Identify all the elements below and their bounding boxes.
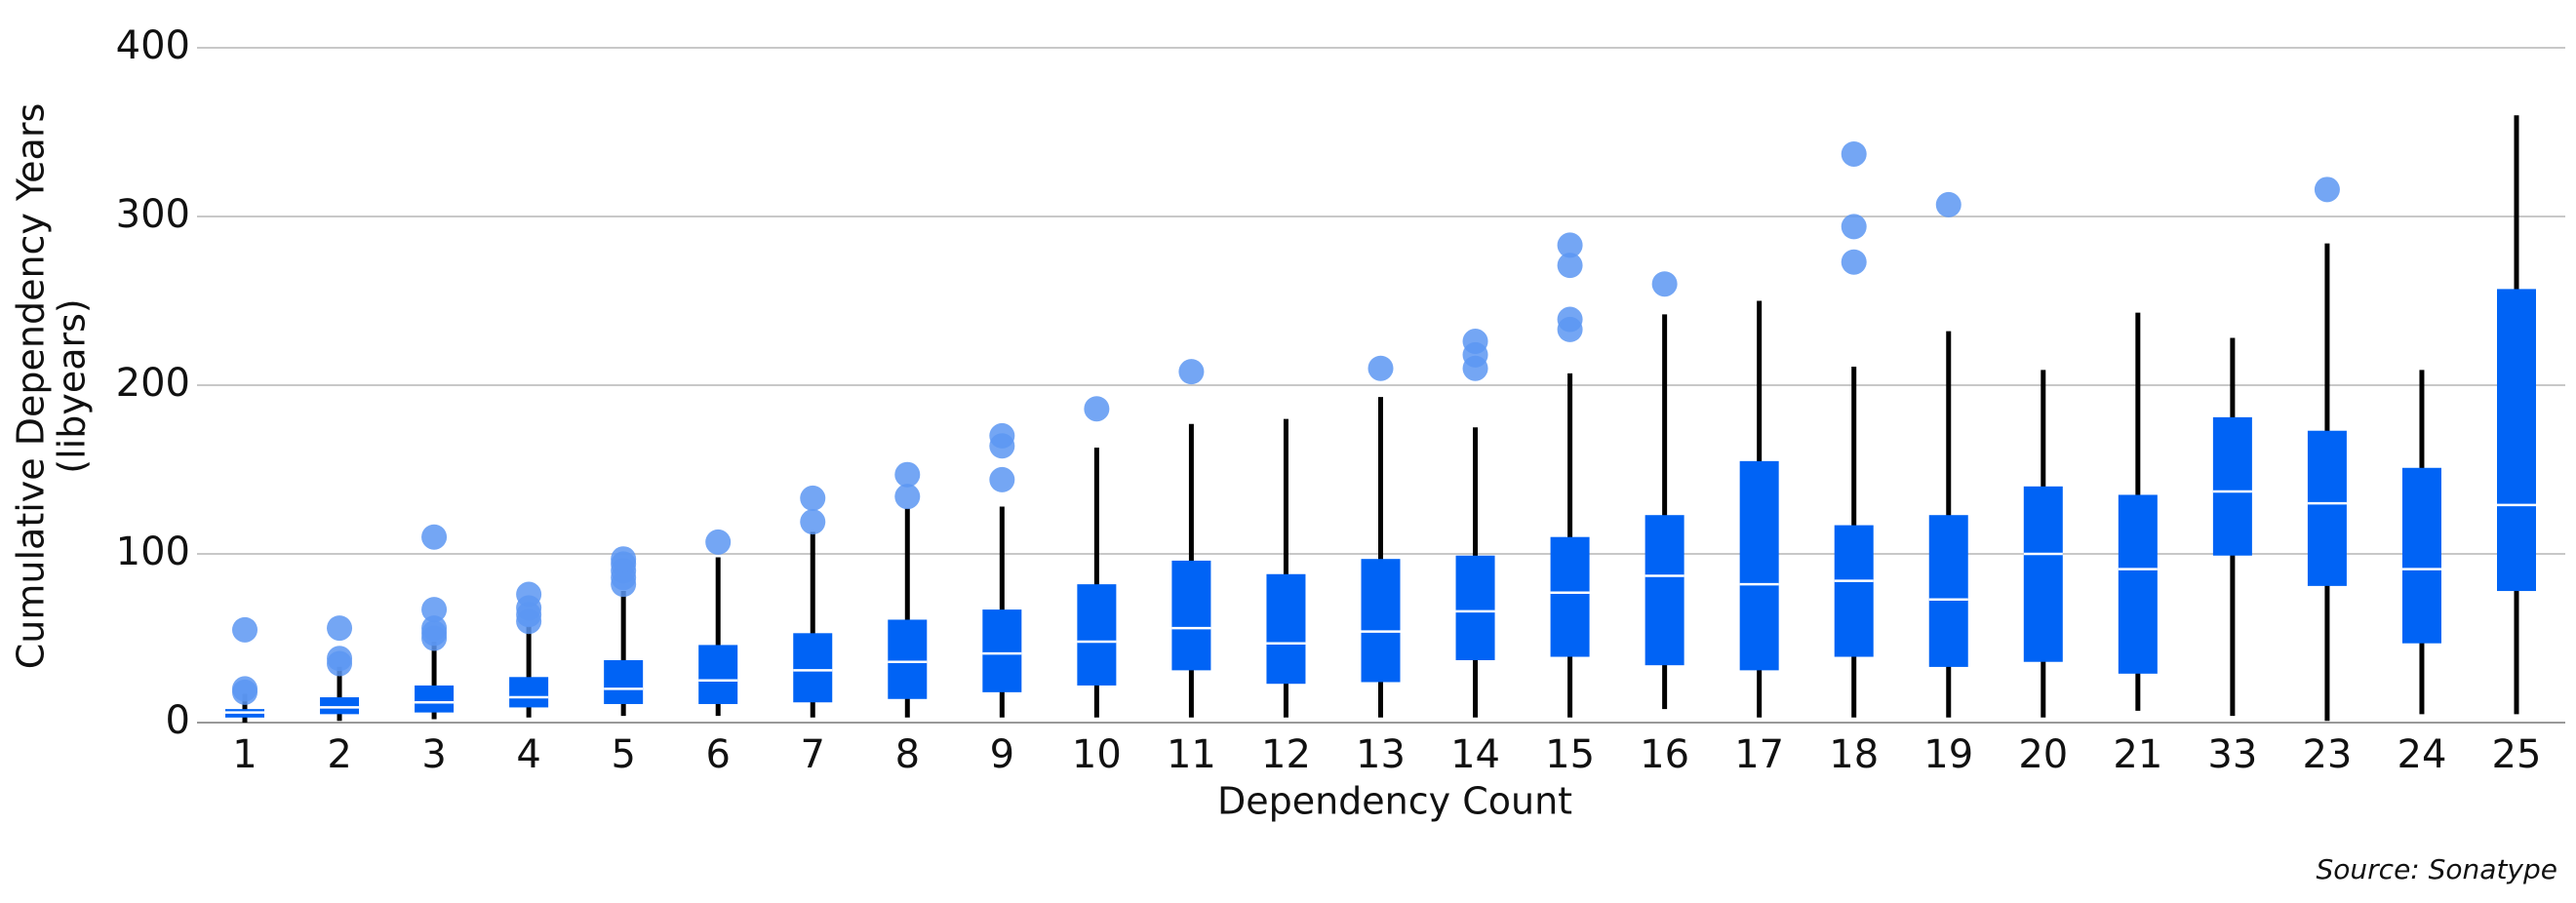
- box: [2212, 416, 2252, 556]
- outlier: [800, 485, 826, 511]
- outlier: [1557, 306, 1583, 333]
- y-tick-label: 100: [116, 530, 190, 574]
- box: [1928, 515, 1968, 667]
- y-tick-label: 0: [166, 698, 190, 743]
- x-tick-label: 2: [327, 732, 351, 777]
- x-tick-label: 25: [2492, 732, 2542, 777]
- box: [698, 645, 738, 704]
- box: [604, 659, 644, 704]
- outlier: [894, 461, 921, 488]
- x-tick-label: 20: [2018, 732, 2068, 777]
- x-tick-label: 33: [2207, 732, 2257, 777]
- x-tick-label: 3: [421, 732, 446, 777]
- source-note: Source: Sonatype: [2317, 853, 2557, 885]
- box: [1455, 555, 1495, 660]
- box: [1266, 573, 1306, 685]
- outlier: [1084, 396, 1110, 422]
- x-tick-label: 1: [232, 732, 257, 777]
- outlier: [1367, 355, 1394, 381]
- outlier: [1841, 140, 1867, 167]
- box: [2497, 289, 2536, 592]
- x-tick-label: 18: [1829, 732, 1879, 777]
- box: [1645, 515, 1684, 666]
- x-tick-label: 7: [801, 732, 825, 777]
- box: [1361, 559, 1401, 683]
- outlier: [1935, 191, 1962, 217]
- box: [793, 633, 833, 703]
- x-tick-label: 23: [2302, 732, 2352, 777]
- box: [1550, 536, 1590, 657]
- outlier: [1651, 271, 1678, 297]
- box: [509, 677, 549, 708]
- x-tick-label: 15: [1545, 732, 1595, 777]
- outlier: [705, 529, 732, 555]
- outlier: [1178, 359, 1205, 385]
- x-tick-label: 8: [895, 732, 920, 777]
- outlier: [894, 484, 921, 510]
- x-tick-label: 11: [1167, 732, 1216, 777]
- y-tick-label: 200: [116, 361, 190, 406]
- x-tick-label: 9: [990, 732, 1014, 777]
- outlier: [232, 676, 258, 702]
- outlier: [989, 466, 1015, 492]
- x-tick-label: 4: [516, 732, 540, 777]
- x-tick-label: 24: [2398, 732, 2447, 777]
- box: [1171, 560, 1211, 671]
- outlier: [327, 646, 353, 672]
- box: [2023, 486, 2063, 662]
- outlier: [611, 546, 637, 572]
- box: [1739, 460, 1779, 671]
- outlier: [989, 422, 1015, 449]
- outlier: [421, 524, 448, 550]
- outlier: [232, 616, 258, 643]
- x-tick-label: 16: [1640, 732, 1689, 777]
- box: [982, 609, 1022, 692]
- outlier: [800, 509, 826, 535]
- outlier: [421, 615, 448, 642]
- x-axis-label: Dependency Count: [1217, 780, 1572, 823]
- x-tick-label: 13: [1356, 732, 1406, 777]
- outlier: [421, 597, 448, 623]
- outlier: [327, 615, 353, 642]
- x-tick-label: 12: [1261, 732, 1311, 777]
- box: [2118, 494, 2158, 674]
- x-tick-label: 21: [2113, 732, 2162, 777]
- y-axis-label: (libyears): [51, 298, 94, 473]
- box: [2307, 430, 2347, 586]
- outlier: [516, 581, 542, 608]
- x-tick-label: 19: [1923, 732, 1973, 777]
- outlier: [2314, 177, 2340, 203]
- x-tick-label: 17: [1734, 732, 1784, 777]
- box: [415, 685, 455, 713]
- outlier: [1462, 329, 1488, 355]
- box: [888, 619, 928, 699]
- outlier: [1557, 253, 1583, 279]
- outlier: [1557, 232, 1583, 258]
- y-axis-label: Cumulative Dependency Years: [10, 103, 53, 669]
- x-tick-label: 5: [611, 732, 635, 777]
- box: [2401, 467, 2441, 644]
- box: [1077, 584, 1117, 686]
- x-tick-label: 10: [1072, 732, 1122, 777]
- outlier: [1841, 214, 1867, 240]
- outlier: [1841, 249, 1867, 275]
- x-tick-label: 14: [1450, 732, 1500, 777]
- x-tick-label: 6: [705, 732, 730, 777]
- y-tick-label: 300: [116, 192, 190, 237]
- box: [1834, 525, 1874, 657]
- y-tick-label: 400: [116, 23, 190, 68]
- box: [320, 697, 360, 715]
